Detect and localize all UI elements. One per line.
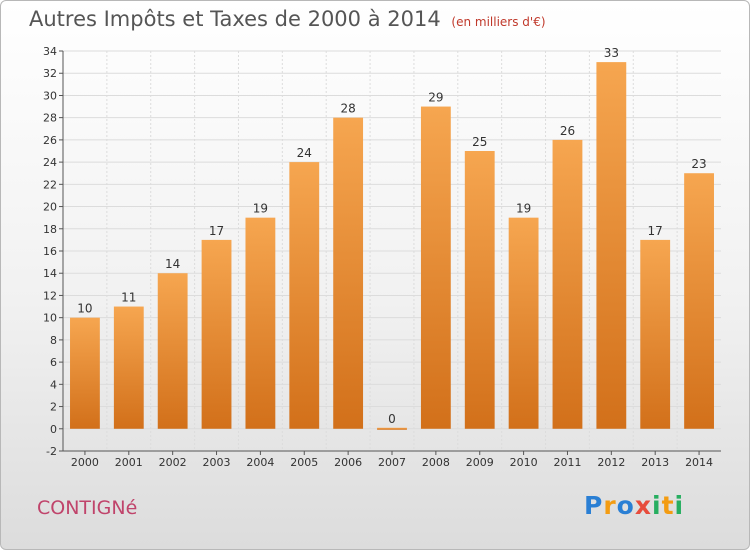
bar-2003 — [201, 239, 232, 429]
data-label: 29 — [428, 91, 443, 105]
logo-letter: t — [661, 491, 675, 520]
data-label: 24 — [297, 146, 312, 160]
bar-2004 — [245, 217, 276, 429]
y-tick-label: 14 — [43, 267, 57, 280]
y-tick-label: 10 — [43, 312, 57, 325]
y-tick-label: 32 — [43, 67, 57, 80]
x-tick-label: 2009 — [466, 456, 494, 469]
data-label: 14 — [165, 257, 180, 271]
x-tick-label: 2013 — [641, 456, 669, 469]
bar-2005 — [289, 162, 320, 429]
data-label: 17 — [648, 224, 663, 238]
y-tick-label: 8 — [50, 334, 57, 347]
logo-letter: x — [634, 491, 652, 520]
bar-2012 — [596, 62, 627, 429]
commune-name: CONTIGNé — [37, 497, 138, 519]
y-tick-label: 4 — [50, 378, 57, 391]
proxiti-logo: Proxiti — [584, 491, 684, 520]
y-tick-label: 24 — [43, 156, 57, 169]
logo-letter: i — [674, 491, 685, 520]
data-label: 33 — [604, 46, 619, 60]
bar-2014 — [684, 173, 714, 429]
bar-2010 — [508, 217, 539, 429]
y-tick-label: 12 — [43, 289, 57, 302]
x-tick-label: 2011 — [553, 456, 581, 469]
x-tick-label: 2012 — [597, 456, 625, 469]
y-tick-label: -2 — [46, 445, 57, 458]
logo-letter: o — [616, 491, 635, 520]
y-tick-label: 20 — [43, 201, 57, 214]
logo-letter: P — [584, 491, 604, 520]
y-tick-label: 6 — [50, 356, 57, 369]
data-label: 0 — [388, 412, 396, 426]
x-tick-label: 2008 — [422, 456, 450, 469]
bar-2000 — [70, 317, 100, 429]
y-tick-label: 2 — [50, 401, 57, 414]
data-label: 19 — [253, 202, 268, 216]
y-tick-label: 28 — [43, 112, 57, 125]
bar-2007 — [377, 427, 407, 430]
data-label: 17 — [209, 224, 224, 238]
y-tick-label: 26 — [43, 134, 57, 147]
x-tick-label: 2003 — [203, 456, 231, 469]
data-label: 11 — [121, 291, 136, 305]
data-label: 23 — [691, 157, 706, 171]
bar-2009 — [464, 151, 495, 429]
x-tick-label: 2006 — [334, 456, 362, 469]
data-label: 19 — [516, 202, 531, 216]
y-tick-label: 34 — [43, 45, 57, 58]
y-tick-label: 18 — [43, 223, 57, 236]
y-tick-label: 22 — [43, 178, 57, 191]
x-tick-label: 2010 — [510, 456, 538, 469]
logo-letter: i — [652, 491, 662, 520]
y-tick-label: 16 — [43, 245, 57, 258]
logo-letter: r — [603, 491, 617, 520]
bar-2006 — [333, 117, 364, 429]
bar-2013 — [640, 239, 671, 429]
x-tick-label: 2005 — [290, 456, 318, 469]
x-tick-label: 2014 — [685, 456, 713, 469]
x-tick-label: 2000 — [71, 456, 99, 469]
data-label: 26 — [560, 124, 575, 138]
data-label: 10 — [77, 302, 92, 316]
chart-title: Autres Impôts et Taxes de 2000 à 2014 (e… — [29, 7, 546, 31]
data-label: 28 — [340, 102, 355, 116]
y-tick-label: 0 — [50, 423, 57, 436]
chart-title-text: Autres Impôts et Taxes de 2000 à 2014 — [29, 7, 441, 31]
bar-2008 — [420, 106, 451, 429]
bar-2001 — [113, 306, 144, 429]
x-tick-label: 2004 — [246, 456, 274, 469]
x-tick-label: 2001 — [115, 456, 143, 469]
bar-2002 — [157, 273, 188, 429]
x-tick-label: 2007 — [378, 456, 406, 469]
bar-2011 — [552, 139, 583, 429]
data-label: 25 — [472, 135, 487, 149]
x-tick-label: 2002 — [159, 456, 187, 469]
y-tick-label: 30 — [43, 89, 57, 102]
chart-subtitle: (en milliers d'€) — [451, 15, 546, 29]
